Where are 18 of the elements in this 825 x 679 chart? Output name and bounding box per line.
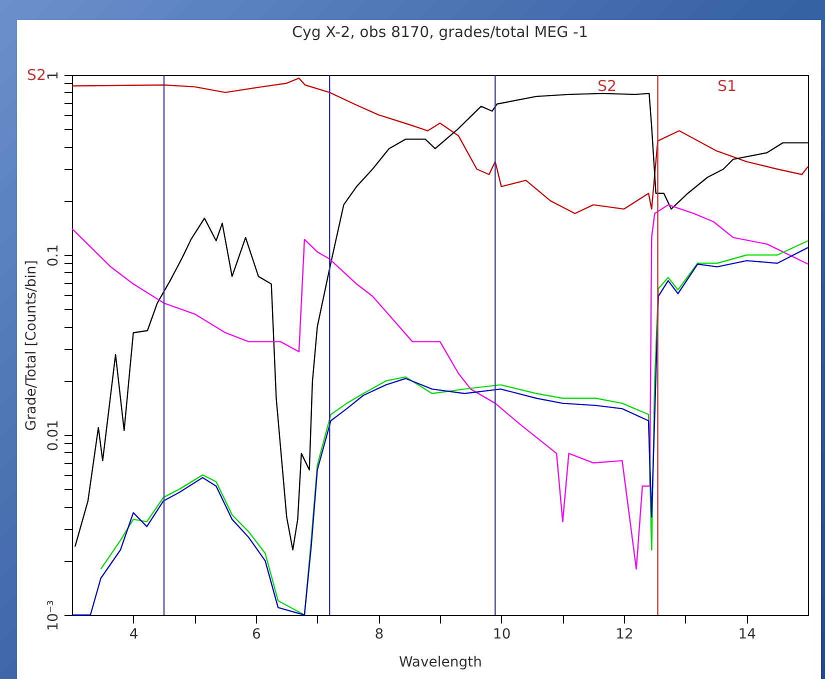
line-series (71, 78, 809, 214)
x-tick-label: 8 (374, 626, 384, 642)
y-tick-label: 0.1 (46, 244, 62, 267)
x-tick-label: 14 (738, 626, 756, 642)
chart-title: Cyg X-2, obs 8170, grades/total MEG -1 (292, 23, 588, 41)
x-axis-title: Wavelength (398, 654, 482, 670)
x-tick-label: 4 (129, 626, 138, 642)
line-series (71, 204, 809, 570)
x-tick-label: 12 (616, 626, 634, 642)
annotation: S1 (718, 77, 737, 95)
y-tick-label: 10⁻³ (46, 600, 62, 631)
x-tick-label: 10 (492, 626, 511, 642)
y-tick-label: 1 (46, 71, 62, 80)
y-axis-title: Grade/Total [Counts/bin] (24, 260, 40, 431)
text: S2 (26, 66, 46, 84)
x-tick-label: 6 (252, 626, 262, 642)
annotation: S2 (598, 77, 617, 95)
y-tick-label: 0.01 (46, 420, 62, 452)
